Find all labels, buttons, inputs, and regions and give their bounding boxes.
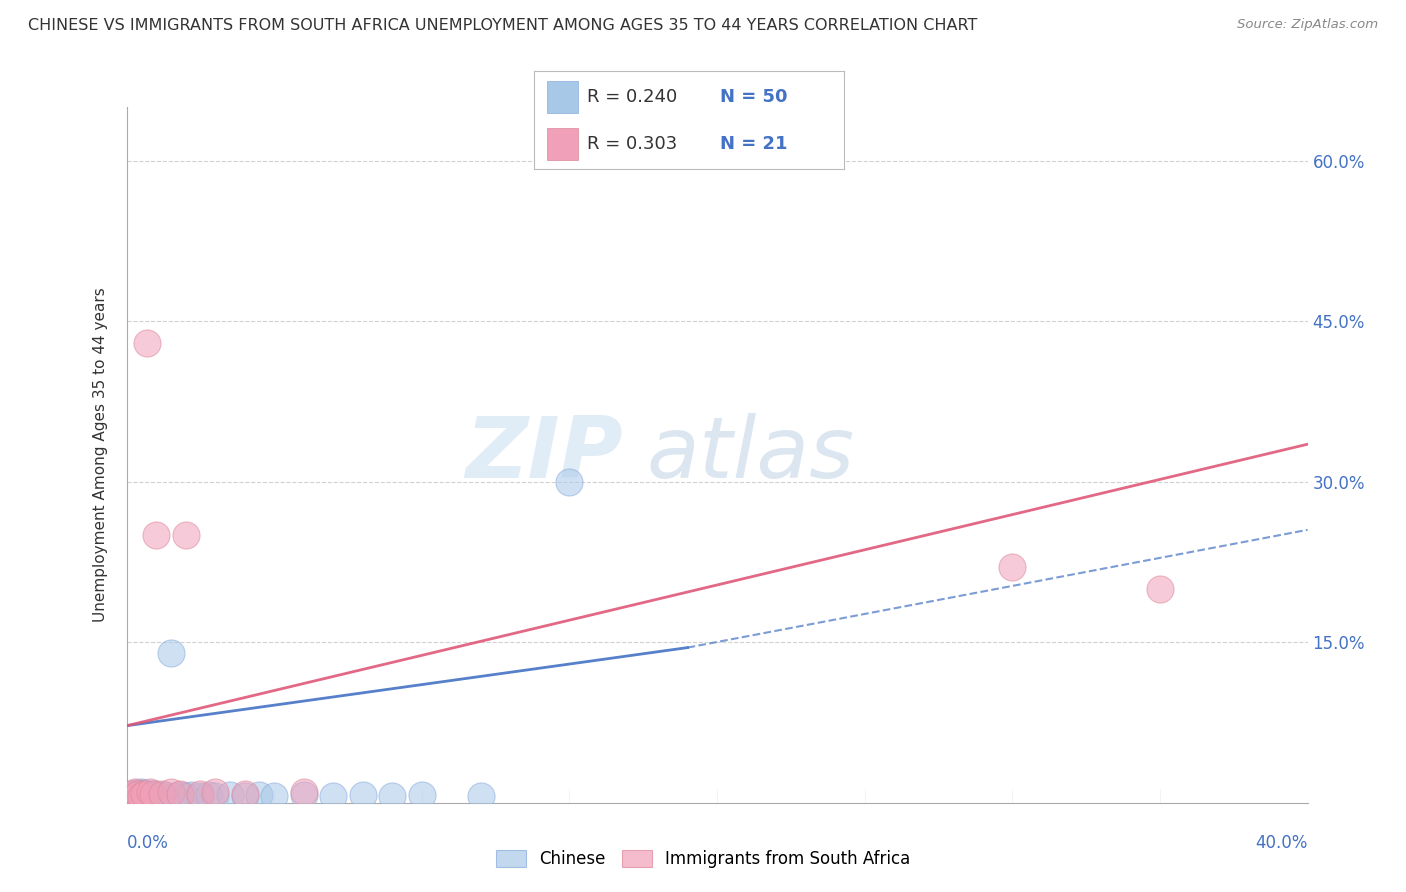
Point xyxy=(204,785,226,799)
Point xyxy=(381,789,404,804)
Point xyxy=(233,789,256,804)
Point xyxy=(115,791,138,805)
Legend: Chinese, Immigrants from South Africa: Chinese, Immigrants from South Africa xyxy=(489,843,917,875)
Point xyxy=(247,789,270,803)
Point xyxy=(169,789,191,803)
Point xyxy=(233,787,256,801)
Point xyxy=(470,789,492,804)
Point xyxy=(159,646,183,660)
Text: ZIP: ZIP xyxy=(465,413,623,497)
Point xyxy=(198,789,221,803)
Point xyxy=(127,789,149,803)
Point xyxy=(174,528,197,542)
Point xyxy=(139,790,162,805)
Point xyxy=(129,791,153,805)
Point xyxy=(118,789,141,804)
Point xyxy=(121,791,143,805)
Point xyxy=(292,789,315,803)
Point xyxy=(127,787,149,801)
Point xyxy=(163,789,186,804)
Point xyxy=(127,791,149,805)
Point xyxy=(142,789,165,804)
Point xyxy=(292,785,315,799)
Point xyxy=(139,787,162,801)
Text: R = 0.303: R = 0.303 xyxy=(586,135,678,153)
Point xyxy=(136,335,159,350)
Text: 40.0%: 40.0% xyxy=(1256,834,1308,852)
Text: 0.0%: 0.0% xyxy=(127,834,169,852)
Point xyxy=(118,790,141,805)
Point xyxy=(219,789,242,803)
Point xyxy=(118,790,141,805)
FancyBboxPatch shape xyxy=(547,128,578,160)
Point xyxy=(121,789,143,803)
Point xyxy=(134,790,156,805)
Point xyxy=(124,787,146,801)
Point xyxy=(352,789,374,803)
Point xyxy=(145,528,167,542)
Point xyxy=(558,475,581,489)
Point xyxy=(134,789,156,804)
Point xyxy=(153,789,176,803)
Point xyxy=(136,790,159,805)
Point xyxy=(127,790,149,805)
Point xyxy=(124,786,146,800)
Point xyxy=(129,789,153,804)
Point xyxy=(188,789,211,804)
Text: Source: ZipAtlas.com: Source: ZipAtlas.com xyxy=(1237,18,1378,31)
Point xyxy=(134,786,156,800)
Point xyxy=(145,790,167,805)
Point xyxy=(124,789,146,804)
Point xyxy=(129,787,153,801)
Point xyxy=(1149,582,1171,596)
Point xyxy=(142,787,165,801)
Point xyxy=(124,785,146,799)
Point xyxy=(322,789,344,804)
Point xyxy=(411,789,433,803)
Point xyxy=(169,787,191,801)
Point xyxy=(129,785,153,799)
Point xyxy=(159,785,183,799)
Point xyxy=(121,787,143,801)
Point xyxy=(121,790,143,805)
Point xyxy=(150,787,173,801)
Text: CHINESE VS IMMIGRANTS FROM SOUTH AFRICA UNEMPLOYMENT AMONG AGES 35 TO 44 YEARS C: CHINESE VS IMMIGRANTS FROM SOUTH AFRICA … xyxy=(28,18,977,33)
Text: atlas: atlas xyxy=(647,413,855,497)
Point xyxy=(145,787,167,801)
Point xyxy=(188,787,211,801)
Text: R = 0.240: R = 0.240 xyxy=(586,88,678,106)
Point xyxy=(174,789,197,804)
Text: N = 50: N = 50 xyxy=(720,88,787,106)
Point xyxy=(127,787,149,801)
Point xyxy=(134,787,156,801)
Point xyxy=(124,791,146,805)
Text: N = 21: N = 21 xyxy=(720,135,787,153)
Point xyxy=(129,789,153,804)
Point xyxy=(204,789,226,804)
Point xyxy=(124,789,146,804)
Y-axis label: Unemployment Among Ages 35 to 44 years: Unemployment Among Ages 35 to 44 years xyxy=(93,287,108,623)
Point xyxy=(263,789,285,804)
Point xyxy=(180,789,202,803)
FancyBboxPatch shape xyxy=(547,81,578,112)
Point xyxy=(139,785,162,799)
Point xyxy=(150,789,173,804)
Point xyxy=(136,789,159,803)
Point xyxy=(124,790,146,805)
Point xyxy=(1001,560,1024,574)
